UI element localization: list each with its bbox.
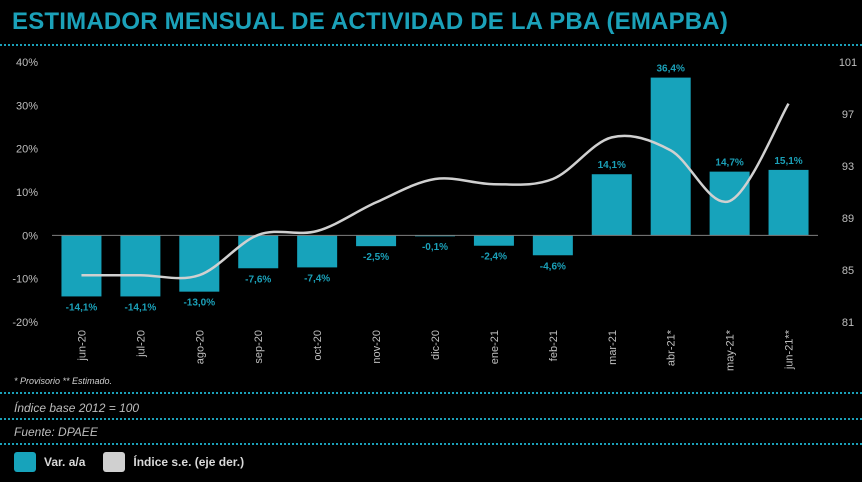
x-tick-label: sep-20 [253,330,265,364]
bar [297,235,338,268]
divider-2 [0,418,862,420]
y-right-tick: 93 [842,161,854,173]
y-right-tick: 81 [842,317,854,329]
y-right-tick: 97 [842,109,854,121]
data-label: -14,1% [125,302,157,313]
data-label: 15,1% [774,156,802,167]
x-tick-label: nov-20 [371,330,383,364]
y-left-tick: 10% [16,187,38,199]
x-tick-label: abr-21* [666,329,678,366]
legend-bar-label: Var. a/a [44,455,86,469]
data-label: -2,4% [481,252,507,263]
y-right-tick: 85 [842,265,854,277]
source-note: Fuente: DPAEE [14,425,98,439]
data-label: -4,6% [540,261,566,272]
chart-area: -20% -10% 0% 10% 20% 30% 40% 81 85 89 93 97 101 -14,1… [12,57,857,371]
data-label: 14,7% [715,158,743,169]
bar [650,77,691,236]
data-label: -13,0% [183,298,215,309]
title-divider [0,44,862,46]
y-left-tick: 20% [16,144,38,156]
legend-bar-swatch [14,452,36,472]
divider-3 [0,443,862,445]
bar [709,171,750,236]
footnote: * Provisorio ** Estimado. [14,376,113,386]
data-label: -7,4% [304,273,330,284]
bar [591,174,632,236]
y-right-tick: 101 [839,57,857,69]
legend-line-label: Índice s.e. (eje der.) [133,455,245,469]
y-left-tick: 0% [22,230,38,242]
data-label: 36,4% [657,64,685,75]
x-tick-label: ene-21 [489,330,501,364]
x-tick-label: feb-21 [548,330,560,361]
y-left-tick: -10% [12,274,38,286]
bar [768,169,809,236]
bar [356,235,397,247]
index-note: Índice base 2012 = 100 [14,401,140,415]
bar [179,235,220,292]
bar [238,235,279,269]
data-label: -14,1% [66,302,98,313]
x-tick-label: may-21* [725,329,737,371]
x-tick-label: jun-20 [76,330,88,362]
legend-line-swatch [103,452,126,472]
y-left-tick: 40% [16,57,38,69]
bar [532,235,573,256]
bar [473,235,514,246]
x-tick-label: mar-21 [607,330,619,365]
index-line [81,102,790,280]
y-left-tick: -20% [12,317,38,329]
x-tick-label: dic-20 [430,330,442,360]
y-right-tick: 89 [842,213,854,225]
chart-title: ESTIMADOR MENSUAL DE ACTIVIDAD DE LA PBA… [12,8,729,35]
bar [120,235,161,297]
data-label: 14,1% [598,160,626,171]
x-tick-label: jun-21** [784,329,796,370]
x-tick-label: ago-20 [194,330,206,364]
data-label: -0,1% [422,242,448,253]
legend: Var. a/a Índice s.e. (eje der.) [14,452,254,472]
y-left-tick: 30% [16,100,38,112]
data-label: -2,5% [363,252,389,263]
x-tick-label: jul-20 [135,330,147,358]
data-label: -7,6% [245,274,271,285]
bar [61,235,102,297]
x-tick-label: oct-20 [312,330,324,361]
divider-1 [0,392,862,394]
